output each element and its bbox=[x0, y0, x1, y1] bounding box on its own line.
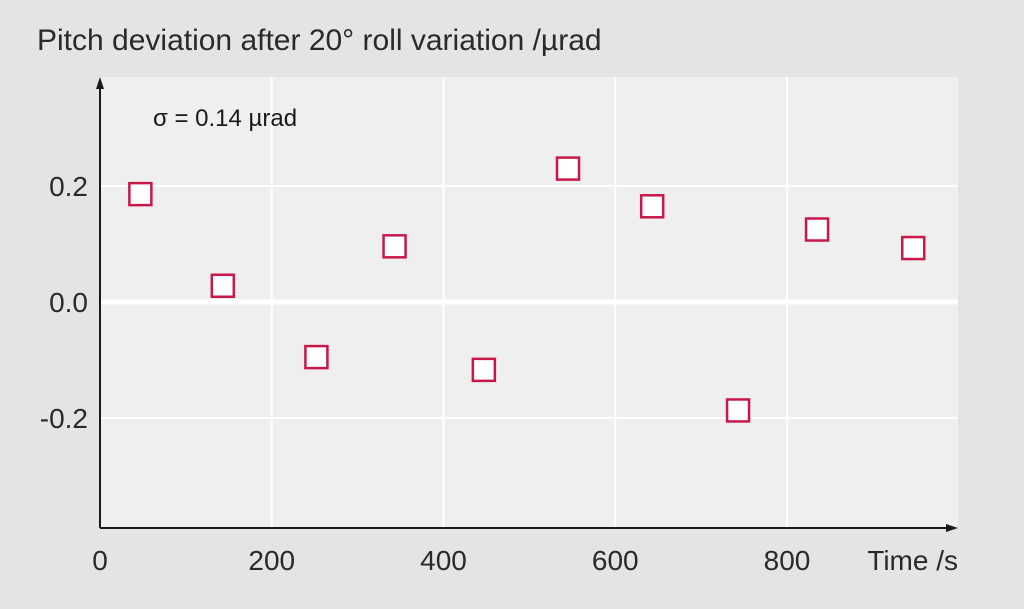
plot-area: 0 200 400 600 800 0.2 0.0 -0.2 bbox=[40, 77, 958, 576]
data-point bbox=[900, 235, 926, 261]
chart-title: Pitch deviation after 20° roll variation… bbox=[37, 24, 602, 57]
data-point bbox=[555, 156, 581, 181]
data-point bbox=[804, 217, 830, 242]
data-point bbox=[725, 398, 751, 423]
y-tick-label: 0.2 bbox=[49, 171, 88, 202]
y-tick-label: -0.2 bbox=[40, 403, 88, 434]
x-axis-arrow bbox=[946, 524, 958, 532]
sigma-annotation: σ = 0.14 µrad bbox=[153, 105, 297, 132]
data-point bbox=[128, 181, 153, 207]
y-axis-arrow bbox=[96, 77, 104, 89]
y-tick-label: 0.0 bbox=[49, 287, 88, 318]
x-tick-label: 400 bbox=[420, 545, 467, 576]
x-tick-label: 800 bbox=[764, 545, 811, 576]
data-point bbox=[304, 344, 329, 370]
data-point bbox=[639, 194, 665, 219]
x-tick-label: 200 bbox=[248, 545, 295, 576]
x-axis-label: Time /s bbox=[867, 545, 958, 576]
x-tick-label: 600 bbox=[592, 545, 639, 576]
data-point bbox=[382, 234, 407, 259]
data-point bbox=[210, 273, 236, 299]
x-tick-label: 0 bbox=[92, 545, 108, 576]
data-point bbox=[471, 357, 497, 383]
